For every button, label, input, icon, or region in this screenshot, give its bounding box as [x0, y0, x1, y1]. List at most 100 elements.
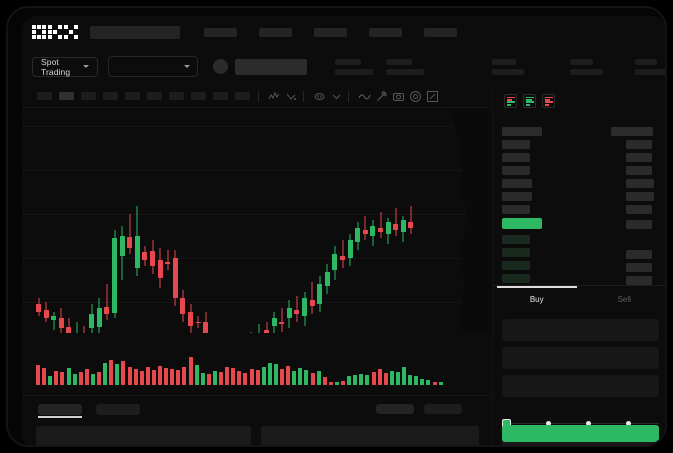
volume-bar — [389, 371, 394, 385]
orderbook-list[interactable] — [493, 123, 665, 291]
nav-link-4[interactable] — [369, 27, 402, 37]
bottom-action-1[interactable] — [376, 404, 414, 414]
nav-link-3[interactable] — [314, 27, 347, 37]
indicators-icon[interactable] — [268, 90, 281, 103]
candle-wick — [380, 212, 381, 238]
volume-bar — [72, 374, 77, 385]
orderbook-bid-price[interactable] — [502, 248, 530, 257]
bottom-tab-2[interactable] — [96, 403, 140, 415]
slider-mark-50[interactable] — [586, 420, 591, 426]
candle — [172, 250, 178, 306]
slider-mark-75[interactable] — [626, 420, 631, 426]
timeframe-2[interactable] — [59, 92, 74, 100]
timeframe-1[interactable] — [37, 92, 52, 100]
spot-trading-mode-button[interactable]: Spot Trading — [32, 56, 99, 77]
orderbook-header-amount[interactable] — [611, 127, 653, 136]
volume-bar — [225, 367, 230, 385]
orderbook-ask-amount[interactable] — [626, 166, 652, 175]
bottom-action-2[interactable] — [424, 404, 462, 414]
timeframe-8[interactable] — [191, 92, 206, 100]
volume-bar — [353, 375, 358, 385]
volume-bar — [359, 374, 364, 385]
place-buy-order-button[interactable] — [502, 425, 659, 442]
okx-logo-icon[interactable] — [32, 25, 78, 39]
orderbook-last-price[interactable] — [502, 218, 542, 229]
orderbook-buy-icon[interactable] — [523, 94, 536, 108]
orderbook-both-icon[interactable] — [504, 94, 517, 108]
orderbook-ask-price[interactable] — [502, 153, 530, 162]
orderbook-ask-amount[interactable] — [626, 205, 652, 214]
orderbook-bid-amount[interactable] — [626, 263, 652, 272]
orderbook-ask-amount[interactable] — [626, 179, 654, 188]
order-total-field[interactable] — [502, 375, 659, 397]
orderbook-last-amount[interactable] — [626, 220, 652, 229]
orderbook-bid-price[interactable] — [502, 235, 530, 244]
candle — [36, 298, 41, 316]
candle — [66, 318, 72, 333]
tab-sell[interactable]: Sell — [581, 286, 666, 313]
drawing-icon[interactable] — [375, 90, 388, 103]
undo-icon[interactable] — [358, 90, 371, 103]
candle-body — [408, 222, 414, 228]
logo-glyph-k — [48, 25, 62, 39]
bottom-panel-1[interactable] — [36, 426, 251, 445]
timeframe-10[interactable] — [235, 92, 250, 100]
trading-pair-select[interactable] — [108, 56, 198, 77]
candlestick-chart[interactable] — [22, 108, 492, 333]
orderbook-ask-amount[interactable] — [626, 192, 654, 201]
orderbook-header-price[interactable] — [502, 127, 542, 136]
candle-body — [355, 228, 361, 242]
orderbook-ask-amount[interactable] — [626, 153, 652, 162]
timeframe-3[interactable] — [81, 92, 96, 100]
volume-bar — [145, 367, 150, 385]
orderbook-bid-price[interactable] — [502, 274, 530, 283]
timeframe-6[interactable] — [147, 92, 162, 100]
timeframe-7[interactable] — [169, 92, 184, 100]
bottom-panel-2[interactable] — [261, 426, 479, 445]
orderbook-bid-price[interactable] — [502, 261, 530, 270]
orderbook-ask-price[interactable] — [502, 192, 532, 201]
tab-buy[interactable]: Buy — [493, 286, 581, 313]
candle — [82, 326, 87, 333]
volume-bar — [90, 374, 95, 385]
timeframe-5[interactable] — [125, 92, 140, 100]
candle — [393, 208, 399, 236]
chart-gridline — [22, 258, 492, 259]
orderbook-ask-price[interactable] — [502, 179, 532, 188]
candle-body — [332, 254, 338, 270]
fullscreen-icon[interactable] — [426, 90, 439, 103]
bottom-tab-1[interactable] — [38, 403, 82, 415]
search-input[interactable] — [90, 25, 180, 39]
nav-link-1[interactable] — [204, 27, 237, 37]
candle-wick — [296, 296, 298, 322]
order-price-field[interactable] — [502, 319, 659, 341]
orderbook-ask-price[interactable] — [502, 140, 530, 149]
camera-icon[interactable] — [392, 90, 405, 103]
order-amount-field[interactable] — [502, 347, 659, 369]
market-subheader: Spot Trading — [22, 48, 665, 85]
chart-toolbar — [22, 85, 492, 108]
candle — [150, 240, 155, 274]
orderbook-ask-price[interactable] — [502, 205, 530, 214]
slider-mark-25[interactable] — [546, 420, 551, 426]
nav-link-5[interactable] — [424, 27, 457, 37]
orderbook-bid-amount[interactable] — [626, 250, 652, 259]
volume-bar — [133, 369, 138, 385]
candle-body — [370, 226, 376, 236]
timeframe-9[interactable] — [213, 92, 228, 100]
volume-bar — [194, 365, 199, 385]
orderbook-sell-icon[interactable] — [542, 94, 555, 108]
compare-icon[interactable] — [313, 90, 326, 103]
candle — [203, 312, 209, 333]
market-stat-4 — [570, 58, 603, 75]
chart-type-icon[interactable] — [285, 90, 298, 103]
orderbook-ask-amount[interactable] — [626, 140, 652, 149]
settings-icon[interactable] — [409, 90, 422, 103]
orderbook-ask-price[interactable] — [502, 166, 530, 175]
orderbook-bid-amount[interactable] — [626, 276, 652, 285]
chevron-down-icon[interactable] — [330, 90, 343, 103]
candle — [362, 216, 368, 240]
timeframe-4[interactable] — [103, 92, 118, 100]
nav-link-2[interactable] — [259, 27, 292, 37]
chart-gridline — [22, 170, 492, 171]
